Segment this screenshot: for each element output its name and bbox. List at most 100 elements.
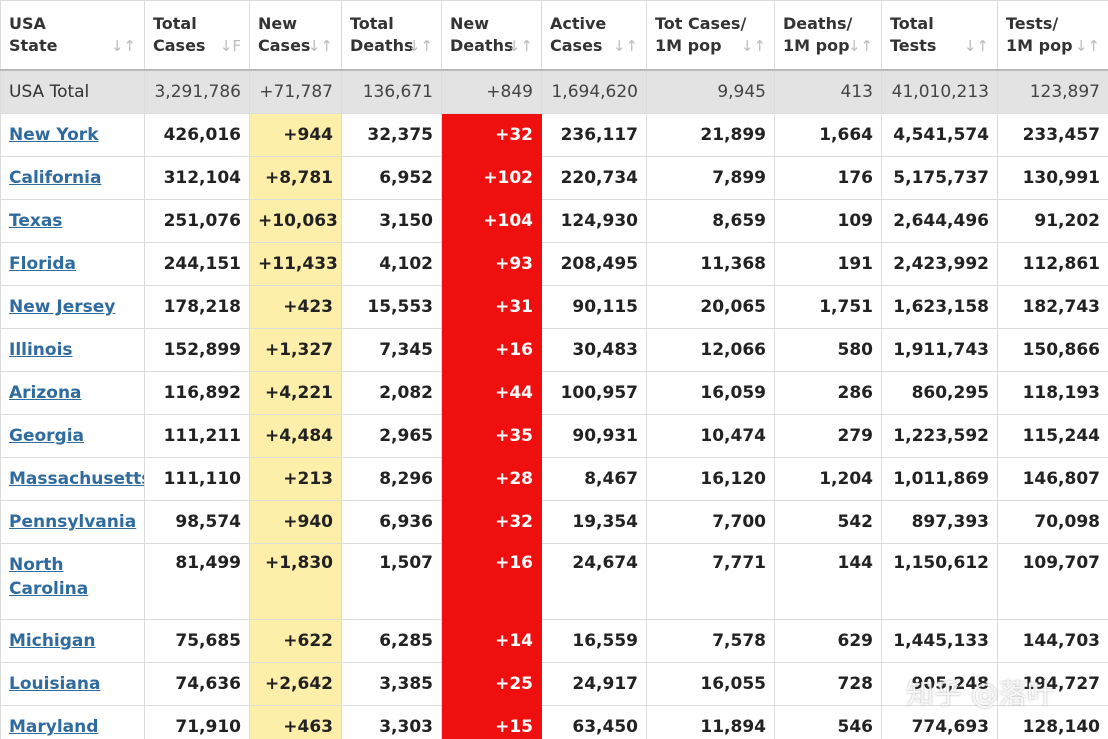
new-cases-cell: +4,221: [249, 371, 342, 415]
sort-icon[interactable]: ↓↑: [963, 37, 989, 55]
table-row: Georgia 111,211 +4,484 2,965 +35 90,931 10,474…: [0, 414, 1108, 458]
total-cases-cell: 75,685: [144, 619, 250, 663]
new-cases-cell: +944: [249, 113, 342, 157]
header-usa-state[interactable]: USA State ↓↑: [0, 0, 145, 71]
state-link[interactable]: Maryland: [9, 717, 99, 737]
state-name-cell: Massachusetts: [0, 457, 145, 501]
total-cell: 123,897: [997, 69, 1108, 114]
state-name-cell: Illinois: [0, 328, 145, 372]
state-link[interactable]: Louisiana: [9, 674, 101, 694]
deaths-per-1m-cell: 728: [774, 662, 882, 706]
sort-icon[interactable]: ↓↑: [407, 37, 433, 55]
usa-total-row: USA Total 3,291,786 +71,787 136,671 +849…: [0, 69, 1108, 114]
total-tests-cell: 2,423,992: [881, 242, 998, 286]
sort-icon[interactable]: ↓↑: [740, 37, 766, 55]
sort-icon[interactable]: ↓↑: [1074, 37, 1100, 55]
state-name-cell: Pennsylvania: [0, 500, 145, 544]
state-link[interactable]: Florida: [9, 254, 76, 274]
active-cases-cell: 24,674: [541, 543, 647, 620]
tests-per-1m-cell: 146,807: [997, 457, 1108, 501]
new-cases-cell: +8,781: [249, 156, 342, 200]
state-name-cell: Maryland: [0, 705, 145, 739]
tot-cases-per-1m-cell: 11,368: [646, 242, 775, 286]
state-link[interactable]: California: [9, 168, 102, 188]
sort-icon[interactable]: ↓↑: [110, 37, 136, 55]
tests-per-1m-cell: 194,727: [997, 662, 1108, 706]
new-deaths-cell: +44: [441, 371, 542, 415]
table-row: North Carolina 81,499 +1,830 1,507 +16 24,674…: [0, 543, 1108, 620]
active-cases-cell: 24,917: [541, 662, 647, 706]
total-cases-cell: 244,151: [144, 242, 250, 286]
deaths-per-1m-cell: 286: [774, 371, 882, 415]
state-link[interactable]: New York: [9, 125, 99, 145]
total-deaths-cell: 1,507: [341, 543, 442, 620]
sort-icon[interactable]: ↓↑: [507, 37, 533, 55]
new-cases-cell: +10,063: [249, 199, 342, 243]
tot-cases-per-1m-cell: 7,700: [646, 500, 775, 544]
sort-active-icon[interactable]: ↓F: [219, 37, 241, 55]
total-deaths-cell: 2,965: [341, 414, 442, 458]
new-deaths-cell: +104: [441, 199, 542, 243]
state-link[interactable]: Texas: [9, 211, 63, 231]
sort-icon[interactable]: ↓↑: [612, 37, 638, 55]
table-row: Illinois 152,899 +1,327 7,345 +16 30,483 12,06…: [0, 328, 1108, 372]
total-tests-cell: 1,223,592: [881, 414, 998, 458]
header-tot-cases-per-1m[interactable]: Tot Cases/1M pop ↓↑: [646, 0, 775, 71]
new-cases-cell: +1,830: [249, 543, 342, 620]
sort-icon[interactable]: ↓↑: [307, 37, 333, 55]
new-cases-cell: +463: [249, 705, 342, 739]
state-link[interactable]: Illinois: [9, 340, 73, 360]
new-deaths-cell: +15: [441, 705, 542, 739]
total-cases-cell: 111,211: [144, 414, 250, 458]
new-cases-cell: +1,327: [249, 328, 342, 372]
state-link[interactable]: Pennsylvania: [9, 512, 137, 532]
total-deaths-cell: 7,345: [341, 328, 442, 372]
state-link[interactable]: North Carolina: [9, 555, 89, 599]
total-cell: 41,010,213: [881, 69, 998, 114]
tot-cases-per-1m-cell: 7,578: [646, 619, 775, 663]
new-cases-cell: +11,433: [249, 242, 342, 286]
table-row: California 312,104 +8,781 6,952 +102 220,734 7…: [0, 156, 1108, 200]
total-cases-cell: 98,574: [144, 500, 250, 544]
total-deaths-cell: 3,303: [341, 705, 442, 739]
total-tests-cell: 4,541,574: [881, 113, 998, 157]
table-row: New York 426,016 +944 32,375 +32 236,117 21,89…: [0, 113, 1108, 157]
total-deaths-cell: 15,553: [341, 285, 442, 329]
total-tests-cell: 5,175,737: [881, 156, 998, 200]
tot-cases-per-1m-cell: 16,055: [646, 662, 775, 706]
total-tests-cell: 897,393: [881, 500, 998, 544]
sort-icon[interactable]: ↓↑: [847, 37, 873, 55]
tot-cases-per-1m-cell: 11,894: [646, 705, 775, 739]
header-total-cases[interactable]: Total Cases ↓F: [144, 0, 250, 71]
header-total-tests[interactable]: Total Tests ↓↑: [881, 0, 998, 71]
deaths-per-1m-cell: 144: [774, 543, 882, 620]
header-new-cases[interactable]: New Cases ↓↑: [249, 0, 342, 71]
total-cell: +849: [441, 69, 542, 114]
state-link[interactable]: New Jersey: [9, 297, 116, 317]
new-deaths-cell: +31: [441, 285, 542, 329]
tests-per-1m-cell: 130,991: [997, 156, 1108, 200]
header-deaths-per-1m[interactable]: Deaths/1M pop ↓↑: [774, 0, 882, 71]
state-link[interactable]: Georgia: [9, 426, 85, 446]
active-cases-cell: 19,354: [541, 500, 647, 544]
header-total-deaths[interactable]: Total Deaths ↓↑: [341, 0, 442, 71]
active-cases-cell: 208,495: [541, 242, 647, 286]
new-cases-cell: +423: [249, 285, 342, 329]
deaths-per-1m-cell: 580: [774, 328, 882, 372]
active-cases-cell: 90,931: [541, 414, 647, 458]
total-tests-cell: 905,248: [881, 662, 998, 706]
state-link[interactable]: Massachusetts: [9, 469, 145, 489]
header-new-deaths[interactable]: New Deaths ↓↑: [441, 0, 542, 71]
new-cases-cell: +622: [249, 619, 342, 663]
new-cases-cell: +940: [249, 500, 342, 544]
total-deaths-cell: 32,375: [341, 113, 442, 157]
total-tests-cell: 1,150,612: [881, 543, 998, 620]
header-active-cases[interactable]: Active Cases ↓↑: [541, 0, 647, 71]
tests-per-1m-cell: 128,140: [997, 705, 1108, 739]
tot-cases-per-1m-cell: 12,066: [646, 328, 775, 372]
state-link[interactable]: Michigan: [9, 631, 96, 651]
new-deaths-cell: +16: [441, 328, 542, 372]
state-link[interactable]: Arizona: [9, 383, 82, 403]
header-tests-per-1m[interactable]: Tests/1M pop ↓↑: [997, 0, 1108, 71]
total-deaths-cell: 6,285: [341, 619, 442, 663]
